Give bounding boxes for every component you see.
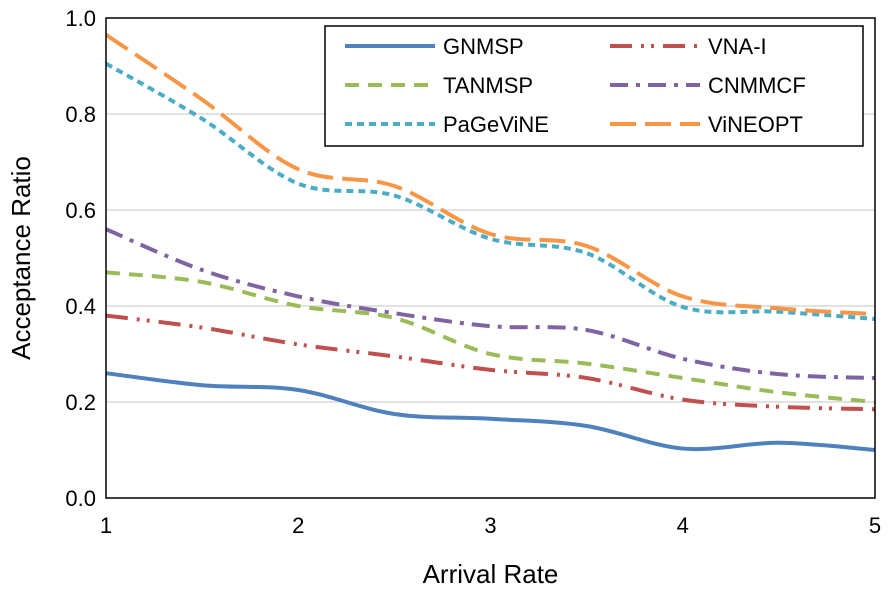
y-tick-label: 0.8 — [65, 102, 96, 127]
legend-label-vna-i: VNA-I — [708, 34, 767, 59]
legend-label-cnmmcf: CNMMCF — [708, 73, 806, 98]
legend: GNMSP TANMSP PaGeViNE VNA-I CNMMCF ViNEOPT — [324, 25, 864, 147]
y-tick-label: 0.0 — [65, 486, 96, 511]
y-axis-title: Acceptance Ratio — [6, 156, 36, 360]
x-tick-label: 2 — [292, 513, 304, 538]
series-line-tanmsp — [105, 270, 876, 404]
y-tick-label: 1.0 — [65, 6, 96, 31]
y-tick-label: 0.4 — [65, 294, 96, 319]
x-tick-label: 3 — [484, 513, 496, 538]
x-axis-title: Arrival Rate — [423, 559, 559, 589]
series-line-pagevine — [105, 61, 876, 321]
series-line-vna-i — [105, 313, 876, 412]
legend-label-pagevine: PaGeViNE — [443, 112, 549, 137]
legend-label-vineopt: ViNEOPT — [708, 112, 803, 137]
series-line-cnmmcf — [105, 227, 876, 380]
legend-label-tanmsp: TANMSP — [443, 73, 533, 98]
series-line-vineopt — [104, 33, 876, 317]
x-tick-label: 5 — [869, 513, 881, 538]
gridlines — [106, 113, 875, 403]
x-tick-label: 4 — [677, 513, 689, 538]
plot-frame — [105, 17, 876, 499]
series-line-gnmsp — [105, 371, 876, 452]
y-axis-ticks: 0.0 0.2 0.4 0.6 0.8 1.0 — [65, 6, 96, 511]
legend-label-gnmsp: GNMSP — [443, 34, 524, 59]
x-tick-label: 1 — [100, 513, 112, 538]
y-tick-label: 0.2 — [65, 390, 96, 415]
x-axis-ticks: 1 2 3 4 5 — [100, 513, 881, 538]
y-tick-label: 0.6 — [65, 198, 96, 223]
series-lines — [104, 33, 876, 452]
